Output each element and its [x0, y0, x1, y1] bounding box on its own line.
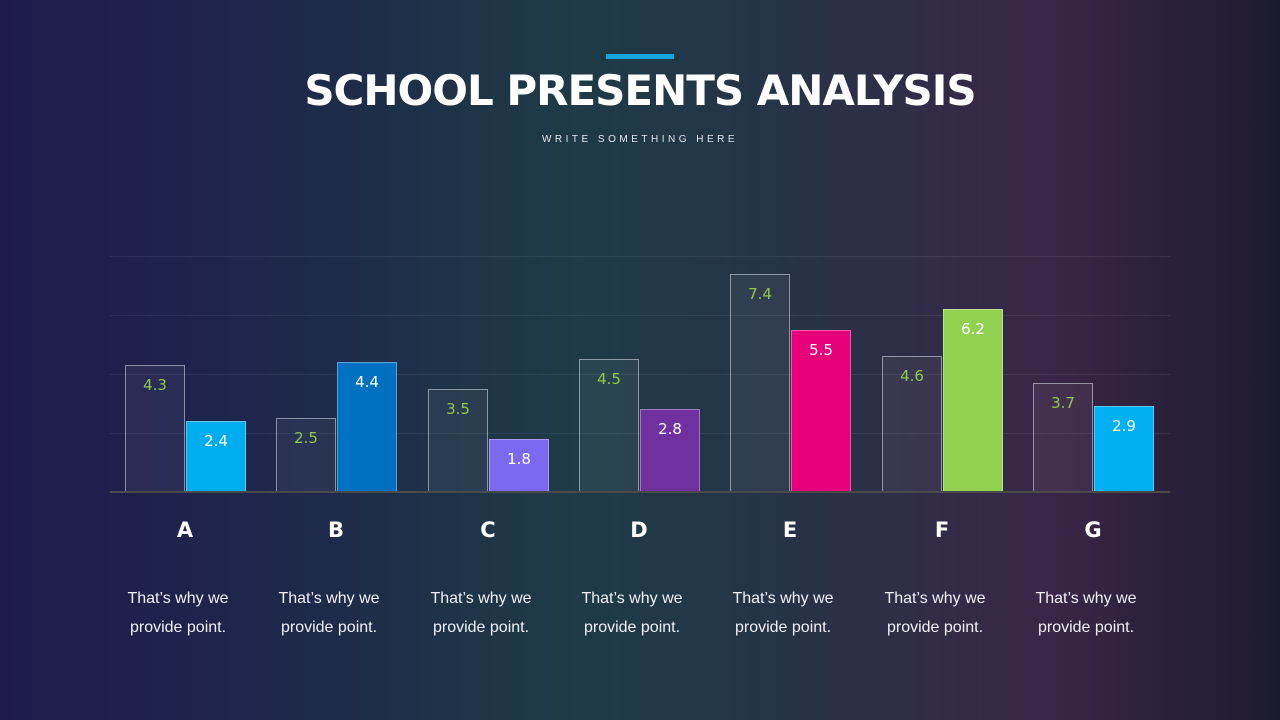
description-line: That’s why we: [581, 590, 683, 607]
bar-series1-d: 4.5: [579, 359, 639, 492]
bar-chart: 4.3 2.4 2.5 4.4 3.5 1.8 4.5 2.8 7.4 5.5 4.6 6.2 3.7 2…: [110, 256, 1170, 492]
bar-series1-e: 7.4: [730, 274, 790, 492]
bar-series2-b: 4.4: [337, 362, 397, 492]
category-description-g: That’s why we provide point.: [1016, 584, 1156, 642]
category-label-b: B: [327, 518, 344, 542]
description-line: provide point.: [583, 619, 681, 636]
bar-value-label: 4.3: [143, 376, 167, 394]
chart-baseline: [110, 491, 1170, 493]
category-description-a: That’s why we provide point.: [108, 584, 248, 642]
bar-value-label: 4.5: [597, 370, 621, 388]
category-description-b: That’s why we provide point.: [259, 584, 399, 642]
category-description-c: That’s why we provide point.: [411, 584, 551, 642]
bar-series2-a: 2.4: [186, 421, 246, 492]
bar-series2-d: 2.8: [640, 409, 700, 492]
bar-series2-e: 5.5: [791, 330, 851, 492]
category-label-c: C: [480, 518, 496, 542]
bar-value-label: 2.9: [1112, 417, 1136, 435]
description-line: provide point.: [129, 619, 227, 636]
description-line: That’s why we: [127, 590, 229, 607]
category-label-e: E: [782, 518, 798, 542]
description-line: provide point.: [886, 619, 984, 636]
description-line: That’s why we: [732, 590, 834, 607]
bar-value-label: 7.4: [748, 285, 772, 303]
bar-value-label: 6.2: [961, 320, 985, 338]
category-label-d: D: [630, 518, 648, 542]
gridline: [110, 256, 1170, 257]
category-label-a: A: [176, 518, 194, 542]
description-line: That’s why we: [430, 590, 532, 607]
title-accent-bar: [606, 54, 674, 59]
bar-value-label: 2.5: [294, 429, 318, 447]
bar-value-label: 1.8: [507, 450, 531, 468]
bar-series2-f: 6.2: [943, 309, 1003, 492]
category-label-f: F: [934, 518, 950, 542]
bar-series1-b: 2.5: [276, 418, 336, 492]
category-description-e: That’s why we provide point.: [713, 584, 853, 642]
description-line: provide point.: [432, 619, 530, 636]
bar-series2-g: 2.9: [1094, 406, 1154, 492]
description-line: That’s why we: [1035, 590, 1137, 607]
description-line: provide point.: [1037, 619, 1135, 636]
bar-value-label: 4.6: [900, 367, 924, 385]
bar-series2-c: 1.8: [489, 439, 549, 492]
gridline: [110, 315, 1170, 316]
category-label-g: G: [1084, 518, 1102, 542]
bar-value-label: 2.8: [658, 420, 682, 438]
bar-value-label: 3.7: [1051, 394, 1075, 412]
page-title: SCHOOL PRESENTS ANALYSIS: [304, 66, 976, 115]
bar-value-label: 3.5: [446, 400, 470, 418]
category-description-d: That’s why we provide point.: [562, 584, 702, 642]
bar-value-label: 5.5: [809, 341, 833, 359]
bar-series1-c: 3.5: [428, 389, 488, 492]
bar-value-label: 4.4: [355, 373, 379, 391]
description-line: That’s why we: [884, 590, 986, 607]
bar-series1-a: 4.3: [125, 365, 185, 492]
gridline: [110, 374, 1170, 375]
bar-series1-f: 4.6: [882, 356, 942, 492]
category-description-f: That’s why we provide point.: [865, 584, 1005, 642]
description-line: That’s why we: [278, 590, 380, 607]
description-line: provide point.: [280, 619, 378, 636]
bar-series1-g: 3.7: [1033, 383, 1093, 492]
description-line: provide point.: [734, 619, 832, 636]
bar-value-label: 2.4: [204, 432, 228, 450]
page-subtitle: WRITE SOMETHING HERE: [541, 134, 739, 145]
